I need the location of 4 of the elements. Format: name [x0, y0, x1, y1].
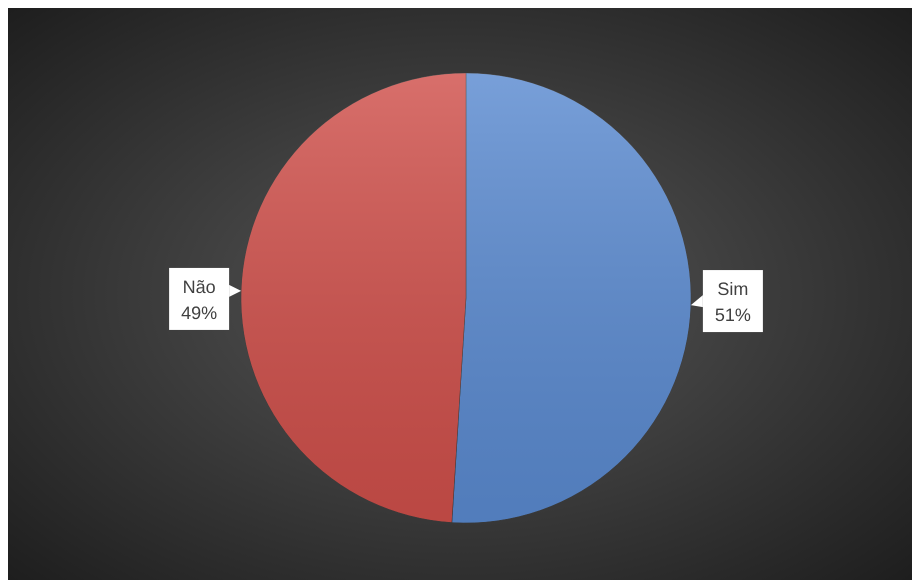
- slice-label: Não: [182, 276, 216, 297]
- data-label: 49%: [181, 302, 218, 323]
- data-label: 51%: [714, 305, 751, 326]
- slice-label: Sim: [717, 279, 748, 300]
